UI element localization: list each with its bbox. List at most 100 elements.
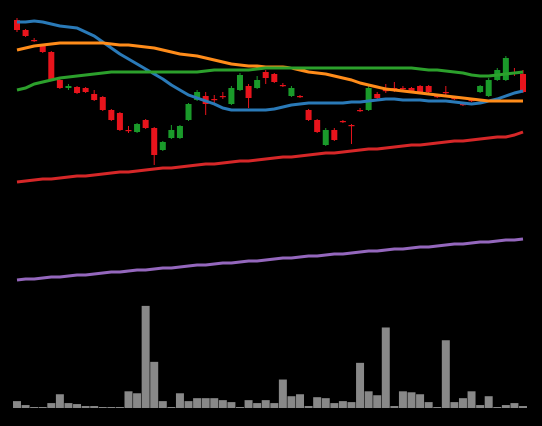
candle-body — [254, 80, 261, 88]
volume-bar — [338, 401, 347, 408]
line-series — [16, 237, 524, 282]
volume-bar — [458, 398, 467, 408]
candle-body — [31, 40, 38, 42]
candle-body — [434, 96, 441, 98]
volume-bar — [450, 402, 459, 408]
candle-body — [331, 130, 338, 140]
volume-bar — [218, 400, 227, 408]
volume-bar — [398, 391, 407, 408]
volume-bar — [484, 396, 493, 408]
volume-bar — [13, 401, 21, 408]
candle-body — [365, 88, 372, 110]
volume-bar — [150, 361, 159, 408]
candle-body — [425, 86, 432, 92]
volume-bar — [201, 398, 210, 408]
candle-body — [305, 110, 312, 120]
volume-bar — [424, 402, 433, 408]
volume-bar — [90, 406, 99, 408]
volume-bar — [476, 405, 485, 408]
volume-bar — [30, 407, 39, 408]
candle-body — [314, 120, 321, 132]
candle-body — [176, 126, 183, 138]
candle-body — [39, 46, 46, 52]
volume-bar — [175, 393, 184, 408]
candle-body — [382, 90, 389, 92]
candle-body — [108, 110, 115, 120]
volume-bar — [184, 401, 193, 408]
candle-body — [219, 96, 226, 98]
volume-bar — [364, 391, 373, 408]
volume-bar — [501, 405, 510, 408]
candle-body — [279, 85, 286, 87]
candle-body — [56, 80, 63, 88]
candle-body — [485, 80, 492, 96]
volume-bar — [55, 394, 64, 408]
candle-body — [116, 113, 123, 130]
volume-bar — [321, 398, 330, 408]
volume-bar — [253, 403, 262, 408]
volume-bar — [441, 340, 450, 408]
candle-body — [151, 128, 158, 155]
volume-bar — [347, 402, 356, 408]
candle-body — [236, 75, 243, 90]
volume-bar — [115, 407, 124, 408]
line-series — [16, 66, 524, 92]
candle-body — [14, 20, 20, 30]
volume-bar — [124, 391, 133, 408]
volume-bar — [313, 397, 322, 408]
candle-body — [228, 88, 235, 104]
candle-body — [468, 100, 475, 102]
volume-bar — [261, 400, 270, 408]
candle-body — [339, 121, 346, 123]
volume-bar — [21, 405, 30, 408]
candle-body — [408, 88, 415, 92]
candle-body — [459, 104, 466, 106]
candle-body — [125, 130, 132, 132]
candle-body — [262, 72, 269, 78]
candle-body — [168, 130, 175, 138]
candle-body — [159, 142, 166, 150]
volume-bar — [296, 394, 305, 408]
volume-bar — [98, 407, 107, 408]
candle-body — [48, 52, 55, 80]
candle-body — [451, 98, 458, 100]
volume-bar — [304, 406, 313, 408]
volume-bar — [270, 403, 279, 408]
volume-bar — [47, 403, 56, 408]
candle-body — [74, 87, 81, 93]
volume-bar — [416, 394, 425, 408]
volume-bar — [193, 398, 202, 408]
volume-bar — [73, 404, 82, 408]
candle-body — [65, 86, 72, 88]
volume-bar — [107, 407, 116, 408]
candle-body — [322, 130, 329, 145]
volume-bar — [373, 395, 382, 408]
candle-body — [399, 88, 406, 90]
candle-body — [185, 104, 192, 120]
candle-body — [477, 86, 484, 92]
volume-bar — [235, 407, 244, 408]
candle-body — [82, 88, 89, 92]
candle-body — [211, 99, 218, 101]
line-series — [17, 19, 524, 112]
volume-bar — [287, 396, 296, 408]
volume-bar — [407, 392, 416, 408]
volume-bar — [133, 393, 142, 408]
candle-body — [142, 120, 149, 128]
candle-body — [297, 96, 304, 98]
candle-body — [502, 58, 509, 80]
volume-bar — [493, 407, 502, 408]
volume-bar — [141, 305, 150, 408]
candle-body — [91, 94, 98, 100]
candle-body — [134, 124, 141, 132]
candle-body — [194, 92, 201, 100]
volume-bar — [356, 362, 365, 408]
candle-body — [357, 110, 364, 112]
volume-bar — [467, 391, 476, 408]
volume-bar — [158, 401, 167, 408]
candle-body — [271, 74, 278, 82]
candle-body — [348, 125, 355, 127]
candle-body — [99, 97, 106, 110]
candle-body — [245, 86, 252, 98]
